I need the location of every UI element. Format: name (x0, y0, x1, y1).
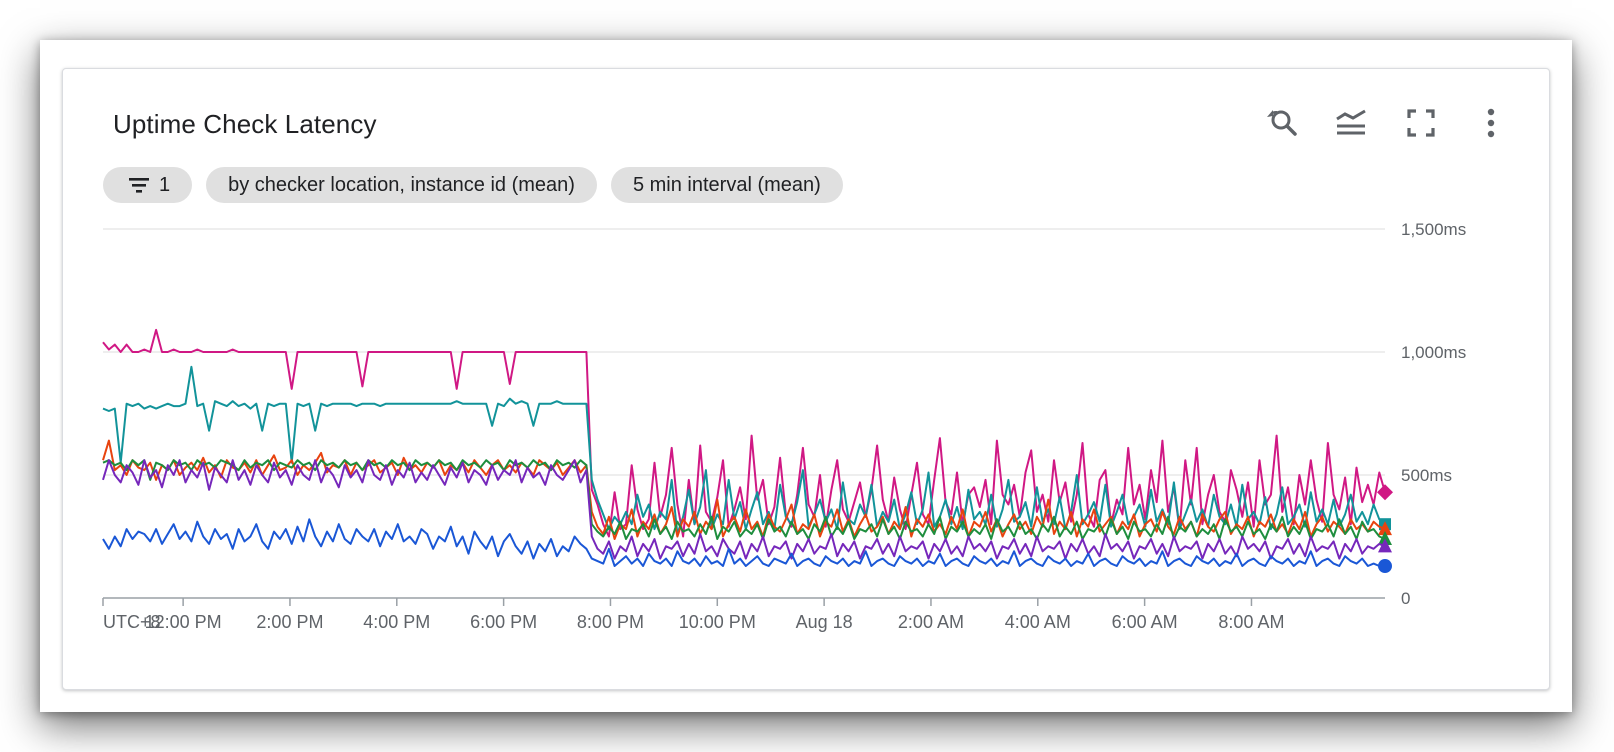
series-end-marker (1378, 530, 1392, 545)
chip-row: 1 by checker location, instance id (mean… (103, 167, 843, 203)
series-line (102, 459, 1386, 560)
chart-card: Uptime Check Latency (62, 68, 1550, 690)
series-line (102, 365, 1386, 535)
y-tick-label: 1,500ms (1401, 220, 1466, 239)
series-line (102, 518, 1385, 567)
x-tick-label: 4:00 PM (363, 612, 430, 632)
legend-icon (1336, 109, 1366, 135)
y-tick-label: 1,000ms (1401, 343, 1466, 362)
window-frame: Uptime Check Latency (40, 40, 1572, 712)
x-tick-label: 8:00 PM (577, 612, 644, 632)
legend-toggle-button[interactable] (1331, 103, 1371, 143)
reset-zoom-button[interactable] (1261, 103, 1301, 143)
series-end-marker (1377, 484, 1393, 501)
filter-count: 1 (159, 173, 171, 196)
y-tick-label: 500ms (1401, 466, 1452, 485)
y-tick-label: 0 (1401, 589, 1410, 608)
x-tick-label: 6:00 AM (1112, 612, 1178, 632)
fullscreen-icon (1407, 109, 1435, 137)
series-end-marker (1378, 521, 1392, 536)
chart-toolbar (1261, 103, 1511, 143)
fullscreen-button[interactable] (1401, 103, 1441, 143)
reset-zoom-icon (1267, 110, 1297, 136)
series-line (102, 439, 1386, 540)
x-tick-label: 2:00 AM (898, 612, 964, 632)
x-tick-label: 6:00 PM (470, 612, 537, 632)
more-vert-icon (1487, 108, 1495, 138)
x-tick-label: 12:00 PM (145, 612, 222, 632)
latency-chart: 0 500ms 1,000ms 1,500ms UTC+812:00 PM 2:00 PM… (102, 220, 1466, 632)
chart-title: Uptime Check Latency (113, 109, 377, 139)
interval-chip[interactable]: 5 min interval (mean) (610, 167, 843, 203)
x-tick-label: 4:00 AM (1005, 612, 1071, 632)
more-options-button[interactable] (1471, 103, 1511, 143)
x-tick-label: 8:00 AM (1218, 612, 1284, 632)
series-end-marker (1378, 559, 1392, 574)
series-end-marker (1378, 538, 1392, 553)
x-tick-label: 2:00 PM (256, 612, 323, 632)
group-by-chip[interactable]: by checker location, instance id (mean) (206, 167, 597, 203)
filter-icon (129, 178, 149, 193)
filter-chip[interactable]: 1 (103, 167, 193, 203)
x-tick-label: Aug 18 (796, 612, 853, 632)
x-tick-label: UTC+8 (103, 612, 161, 632)
x-tick-label: 10:00 PM (679, 612, 756, 632)
